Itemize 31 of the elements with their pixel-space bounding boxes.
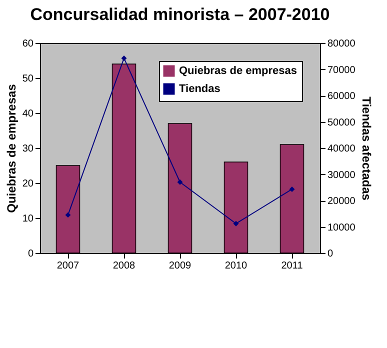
- chart-title: Concursalidad minorista – 2007-2010: [30, 5, 330, 24]
- point: [121, 55, 127, 61]
- y2-tick-label: 0: [328, 248, 334, 260]
- x-tick-label: 2011: [281, 260, 304, 272]
- point: [289, 186, 295, 192]
- y-tick-label: 60: [22, 38, 34, 50]
- y-tick-label: 20: [22, 178, 34, 190]
- y2-tick-label: 30000: [328, 170, 356, 181]
- y2-tick-label: 50000: [328, 117, 356, 128]
- y-tick-label: 0: [28, 248, 34, 260]
- legend-label: Quiebras de empresas: [179, 65, 298, 77]
- y-tick-label: 10: [22, 214, 34, 224]
- y2-tick-label: 60000: [328, 91, 356, 102]
- y-axis-title: Quiebras de empresas: [4, 84, 18, 213]
- x-tick-label: 2010: [224, 260, 248, 272]
- y2-tick-label: 10000: [328, 222, 356, 234]
- y-tick-label: 30: [22, 144, 34, 154]
- x-tick-label: 2009: [168, 260, 192, 272]
- y-tick-label: 40: [22, 108, 34, 120]
- x-tick-label: 2008: [112, 260, 136, 272]
- y2-tick-label: 80000: [328, 38, 356, 50]
- legend-label: Tiendas: [179, 83, 220, 95]
- y2-tick-label: 40000: [328, 144, 356, 154]
- y2-axis-title: Tiendas afectadas: [359, 96, 374, 201]
- y-tick-label: 50: [22, 74, 34, 84]
- x-tick-label: 2007: [56, 260, 80, 272]
- point: [177, 179, 183, 185]
- point: [65, 212, 71, 218]
- y2-tick-label: 20000: [328, 196, 356, 207]
- point: [233, 220, 239, 226]
- y2-tick-label: 70000: [328, 64, 356, 76]
